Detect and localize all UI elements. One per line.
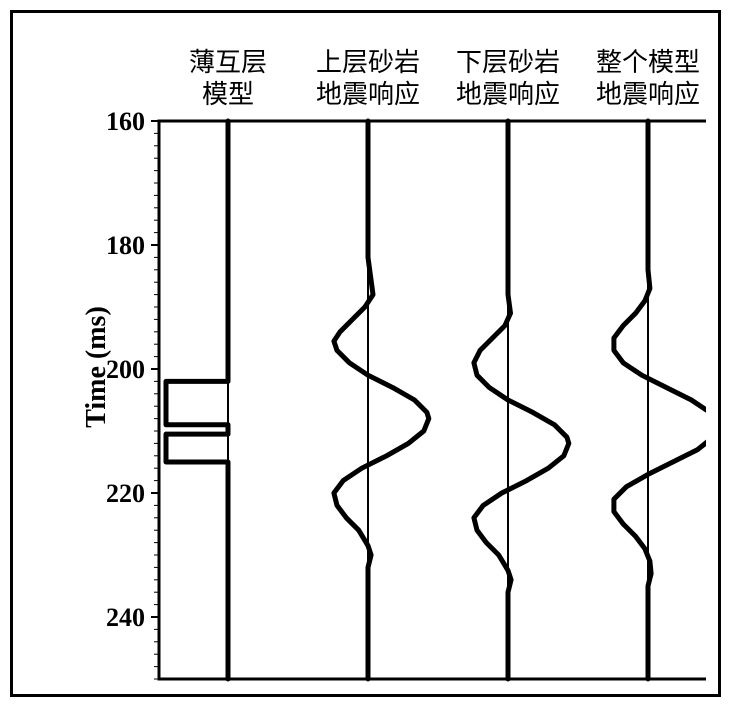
svg-text:地震响应: 地震响应 <box>316 80 420 109</box>
svg-text:180: 180 <box>106 231 145 260</box>
svg-text:240: 240 <box>106 603 145 632</box>
svg-text:地震响应: 地震响应 <box>596 80 700 109</box>
svg-text:整个模型: 整个模型 <box>596 48 700 77</box>
svg-text:地震响应: 地震响应 <box>456 80 560 109</box>
svg-text:上层砂岩: 上层砂岩 <box>316 48 420 77</box>
chart-container: Time (ms) 160180200220240薄互层模型上层砂岩地震响应下层… <box>31 31 700 676</box>
svg-text:模型: 模型 <box>202 80 254 109</box>
svg-text:下层砂岩: 下层砂岩 <box>456 48 560 77</box>
outer-border: Time (ms) 160180200220240薄互层模型上层砂岩地震响应下层… <box>10 10 721 697</box>
y-axis-label: Time (ms) <box>81 306 113 428</box>
seismic-plot: 160180200220240薄互层模型上层砂岩地震响应下层砂岩地震响应整个模型… <box>31 31 706 682</box>
svg-text:220: 220 <box>106 479 145 508</box>
svg-text:160: 160 <box>106 107 145 136</box>
svg-text:薄互层: 薄互层 <box>189 48 267 77</box>
